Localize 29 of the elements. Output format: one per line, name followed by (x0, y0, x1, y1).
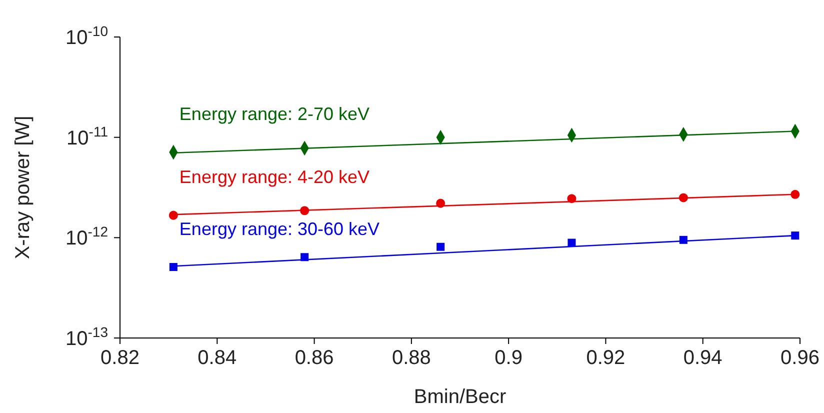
series-label: Energy range: 2-70 keV (179, 104, 370, 126)
x-tick-label: 0.82 (100, 347, 140, 369)
point (790, 190, 800, 199)
point (300, 253, 309, 262)
point (169, 263, 178, 272)
point (679, 236, 688, 244)
y-tick-label: 10$^{-12}$ (66, 224, 108, 250)
point (678, 193, 688, 202)
x-tick-label: 0.88 (392, 347, 431, 369)
x-tick-label: 0.84 (198, 347, 237, 369)
series-label: Energy range: 30-60 keV (179, 219, 380, 240)
x-tick-label: 0.9 (494, 347, 522, 369)
point (436, 198, 446, 208)
x-axis-title: Bmin/Becr (414, 386, 506, 408)
point (300, 206, 310, 216)
x-tick-label: 0.94 (683, 347, 722, 369)
point (436, 242, 445, 251)
x-tick-label: 0.86 (294, 347, 334, 369)
point (567, 194, 576, 204)
y-tick-label: 10$^{-13}$ (66, 324, 108, 350)
series-label: Energy range: 4-20 keV (179, 167, 370, 188)
y-tick-label: 10$^{-11}$ (66, 123, 108, 150)
point (568, 238, 576, 247)
y-axis-title: X-ray power [W] (12, 116, 34, 260)
point (791, 232, 800, 240)
point (168, 210, 178, 220)
y-tick-label: 10$^{-10}$ (66, 23, 108, 49)
x-tick-label: 0.96 (780, 347, 820, 369)
x-tick-label: 0.92 (586, 347, 626, 369)
